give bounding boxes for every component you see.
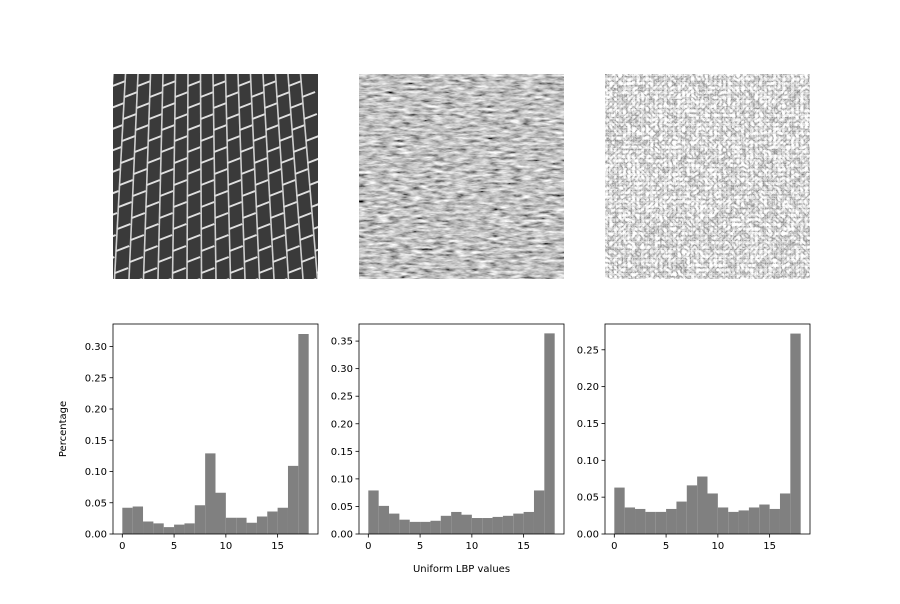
x-tick-label: 15 — [763, 541, 776, 552]
histogram-bar — [246, 522, 257, 534]
histogram-bar — [143, 521, 154, 534]
y-axis-label: Percentage — [58, 401, 69, 457]
histogram-bar — [277, 507, 288, 534]
histogram-bar — [513, 513, 524, 534]
histogram-bar — [409, 521, 421, 534]
histogram-bar — [256, 516, 268, 534]
x-tick-label: 10 — [219, 541, 232, 552]
y-tick-label: 0.15 — [577, 419, 599, 430]
y-tick-label: 0.10 — [85, 467, 107, 478]
y-tick-label: 0.25 — [331, 392, 353, 403]
y-tick-label: 0.15 — [331, 447, 353, 458]
histogram-bar — [389, 513, 400, 534]
axes-frame — [358, 323, 565, 535]
x-tick-label: 10 — [465, 541, 478, 552]
histogram-bar — [215, 492, 226, 534]
histogram-bar — [482, 518, 493, 534]
y-tick-label: 0.00 — [331, 530, 353, 541]
histogram-2: 0 5 10 15 0.00 0.05 0.10 0.15 0.20 0.25 0.30 0.35 Un… — [331, 323, 565, 575]
histogram-bar — [132, 506, 144, 534]
x-tick-label: 0 — [119, 541, 125, 552]
histogram-bar — [287, 465, 299, 534]
x-tick-label: 15 — [271, 541, 284, 552]
histogram-bar — [461, 514, 472, 534]
histogram-bar — [614, 487, 625, 534]
y-tick-label: 0.20 — [85, 405, 107, 416]
x-tick-label: 15 — [517, 541, 530, 552]
histogram-bar — [544, 333, 555, 534]
x-tick-label: 5 — [663, 541, 669, 552]
y-tick-label: 0.00 — [577, 530, 599, 541]
y-tick-label: 0.35 — [331, 337, 353, 348]
histogram-bar — [153, 523, 164, 534]
histogram-bar — [298, 334, 309, 534]
histogram-bar — [676, 501, 687, 534]
histogram-bar — [236, 517, 247, 534]
y-tick-label: 0.25 — [85, 373, 107, 384]
y-tick-label: 0.05 — [85, 498, 107, 509]
y-tick-label: 0.10 — [577, 456, 599, 467]
histogram-bar — [368, 490, 379, 534]
histogram-bar — [790, 333, 801, 534]
histogram-bar — [399, 519, 410, 534]
histogram-bar — [738, 510, 749, 534]
grass-texture-image — [359, 74, 564, 279]
histogram-bar — [523, 511, 534, 534]
y-tick-label: 0.00 — [85, 530, 107, 541]
x-tick-label: 10 — [711, 541, 724, 552]
histogram-bar — [655, 511, 667, 534]
y-tick-label: 0.10 — [331, 474, 353, 485]
histogram-bar — [533, 490, 545, 534]
histogram-bar — [502, 515, 514, 534]
histogram-bar — [759, 504, 770, 534]
histogram-bar — [717, 507, 729, 534]
histogram-bar — [378, 505, 390, 534]
histogram-bar — [163, 527, 175, 534]
histogram-bar — [225, 517, 237, 534]
histogram-bar — [194, 505, 206, 534]
y-tick-label: 0.15 — [85, 436, 107, 447]
x-tick-label: 0 — [611, 541, 617, 552]
y-tick-label: 0.05 — [577, 493, 599, 504]
histogram-bar — [697, 476, 708, 534]
histogram-bar — [205, 453, 216, 534]
y-tick-label: 0.05 — [331, 502, 353, 513]
histogram-bar — [728, 511, 739, 534]
histogram-bar — [492, 516, 503, 534]
x-tick-label: 5 — [417, 541, 423, 552]
x-tick-label: 0 — [365, 541, 371, 552]
y-tick-label: 0.20 — [577, 382, 599, 393]
histogram-bar — [707, 493, 718, 534]
gravel-texture-image — [605, 74, 810, 279]
histogram-bar — [122, 507, 133, 534]
histogram-bar — [645, 511, 656, 534]
histogram-bar — [471, 518, 483, 534]
axes-frame — [112, 323, 319, 535]
histogram-bar — [779, 493, 791, 534]
histogram-3: 0 5 10 15 0.00 0.05 0.10 0.15 0.20 0.25 — [577, 323, 811, 552]
histogram-bar — [420, 521, 431, 534]
histogram-bar — [267, 511, 278, 534]
x-axis-label: Uniform LBP values — [413, 564, 510, 575]
histogram-1: 0 5 10 15 0.00 0.05 0.10 0.15 0.20 0.25 0.30 Percen… — [58, 323, 319, 552]
histogram-bar — [174, 524, 185, 534]
histogram-bar — [769, 508, 780, 534]
histogram-bar — [440, 515, 452, 534]
brick-texture-image — [113, 74, 318, 279]
y-tick-label: 0.30 — [331, 364, 353, 375]
histogram-bar — [451, 511, 462, 534]
histogram-bar — [624, 507, 636, 534]
histogram-bar — [666, 508, 677, 534]
x-tick-label: 5 — [171, 541, 177, 552]
y-tick-label: 0.25 — [577, 345, 599, 356]
y-tick-label: 0.30 — [85, 342, 107, 353]
y-tick-label: 0.20 — [331, 419, 353, 430]
axes-frame — [604, 323, 811, 535]
histogram-bar — [748, 507, 760, 534]
histogram-bar — [430, 520, 441, 534]
histogram-bar — [686, 485, 698, 534]
histogram-bar — [635, 508, 646, 534]
histogram-bar — [184, 523, 195, 534]
